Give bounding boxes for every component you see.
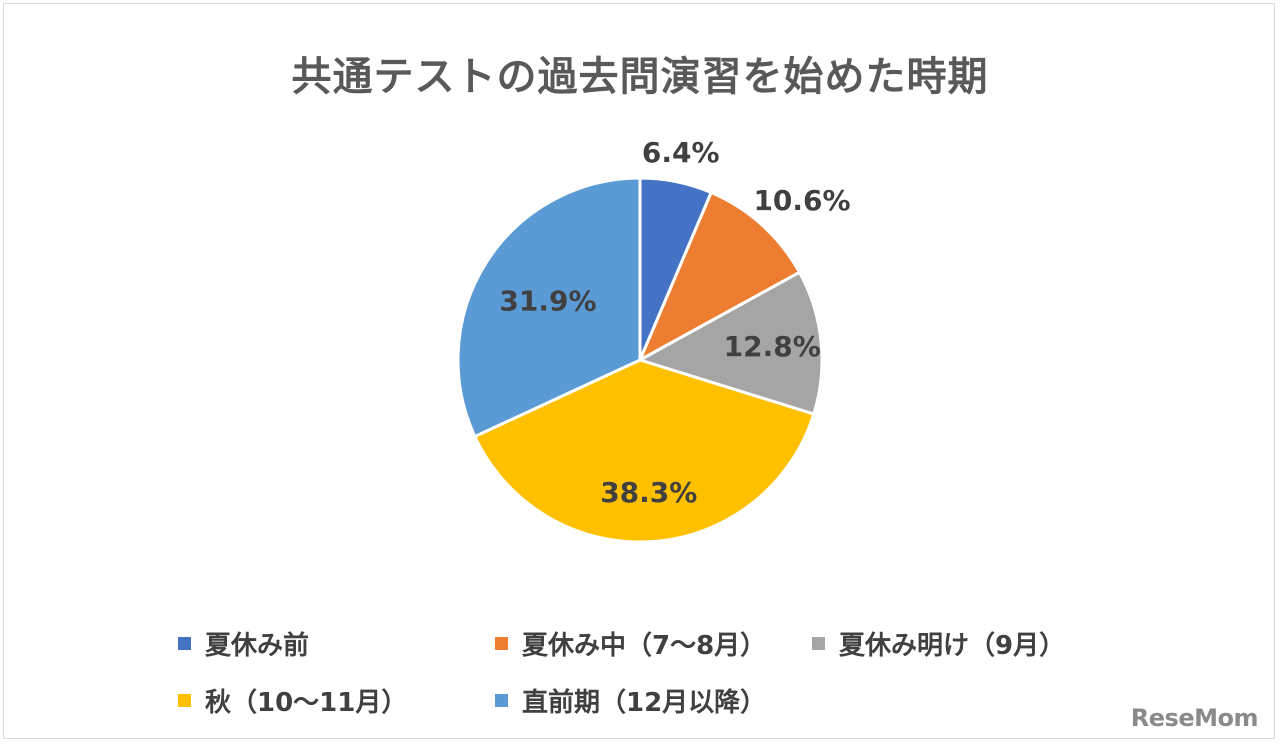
slice-summer-mid [636,190,802,364]
chart-title: 共通テストの過去問演習を始めた時期 [291,54,989,100]
slice-final-period [456,176,642,439]
slice-summer-after [636,270,824,416]
data-label-summer-after: 12.8% [724,330,821,363]
pie-data-labels: 6.4% 10.6% 12.8% 38.3% 31.9% [499,136,850,509]
pie-slices [456,176,824,544]
data-label-autumn: 38.3% [600,476,697,509]
data-label-final-period: 31.9% [499,285,596,318]
data-label-summer-before: 6.4% [642,136,720,169]
slice-autumn [472,358,816,544]
resemom-logo: ReseMom [1130,704,1259,732]
data-label-summer-mid: 10.6% [753,184,850,217]
